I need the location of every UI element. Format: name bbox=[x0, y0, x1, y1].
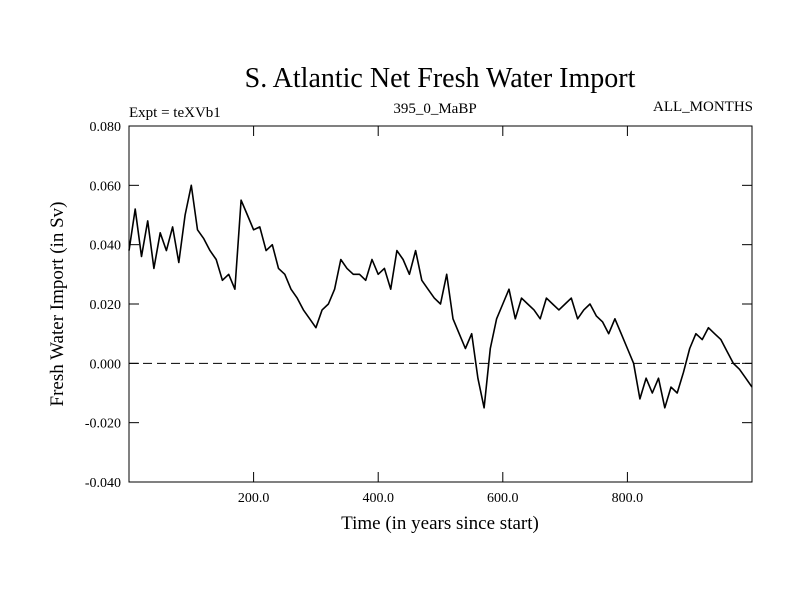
y-axis-label: Fresh Water Import (in Sv) bbox=[47, 202, 68, 407]
x-tick-label: 600.0 bbox=[487, 491, 519, 506]
plot-area bbox=[128, 184, 753, 409]
x-tick-label: 400.0 bbox=[362, 491, 394, 506]
period-label: 395_0_MaBP bbox=[393, 101, 476, 117]
y-tick-label: -0.040 bbox=[85, 476, 121, 491]
y-tick-label: 0.040 bbox=[90, 239, 122, 254]
y-axis: 0.080 0.060 0.040 0.020 0.000 -0.020 -0.040 bbox=[85, 120, 752, 491]
y-tick-label: 0.020 bbox=[90, 298, 122, 313]
series-line-fresh-water-import bbox=[128, 184, 753, 409]
x-axis-label: Time (in years since start) bbox=[341, 513, 539, 534]
y-tick-label: 0.060 bbox=[90, 179, 122, 194]
y-tick-label: 0.000 bbox=[90, 357, 122, 372]
x-axis: 200.0 400.0 600.0 800.0 bbox=[238, 126, 643, 506]
x-tick-label: 800.0 bbox=[612, 491, 644, 506]
chart-title: S. Atlantic Net Fresh Water Import bbox=[245, 63, 636, 94]
x-tick-label: 200.0 bbox=[238, 491, 270, 506]
experiment-label: Expt = teXVb1 bbox=[129, 105, 221, 121]
y-tick-label: -0.020 bbox=[85, 417, 121, 432]
months-label: ALL_MONTHS bbox=[653, 99, 753, 115]
y-tick-label: 0.080 bbox=[90, 120, 122, 135]
